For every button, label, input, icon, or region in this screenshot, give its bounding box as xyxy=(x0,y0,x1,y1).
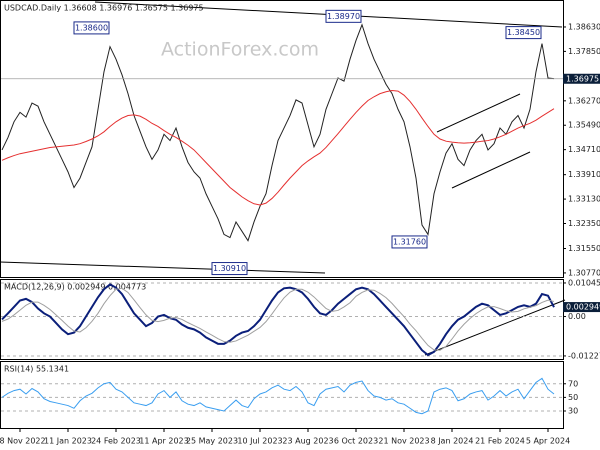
series-line xyxy=(1,23,555,242)
x-tick-label: 21 Feb 2024 xyxy=(475,437,525,446)
price-annotation: 1.30910 xyxy=(213,264,246,273)
x-tick-label: 25 May 2023 xyxy=(186,437,238,446)
x-tick-label: 8 Jan 2024 xyxy=(431,437,474,446)
x-tick-label: 24 Feb 2023 xyxy=(91,437,141,446)
price-annotation-box xyxy=(211,262,248,276)
series-line xyxy=(1,287,555,351)
x-tick-label: 23 Aug 2023 xyxy=(282,437,333,446)
y-tick-label: 1.30770 xyxy=(568,268,600,277)
price-annotation: 1.38970 xyxy=(327,12,360,21)
x-tick-label: 21 Nov 2023 xyxy=(378,437,429,446)
price-annotation-box xyxy=(325,9,362,23)
price-annotation-box xyxy=(73,21,110,35)
price-panel xyxy=(0,0,564,278)
y-tick-label: 1.38630 xyxy=(568,22,600,31)
macd-title: MACD(12,26,9) 0.002949 0.004773 xyxy=(4,283,146,292)
y-tick-label: 1.33130 xyxy=(568,195,600,204)
y-tick-label: 0.00 xyxy=(568,312,586,321)
rsi-title: RSI(14) 55.1341 xyxy=(4,365,69,374)
y-tick-label: 1.34710 xyxy=(568,145,600,154)
macd-trend-line xyxy=(424,299,566,356)
x-tick-label: 6 Oct 2023 xyxy=(334,437,378,446)
watermark: ActionForex.com xyxy=(161,39,319,61)
y-tick-label: -0.012276 xyxy=(568,351,600,360)
series-line xyxy=(1,377,555,415)
current-value-label: 1.36975 xyxy=(566,74,599,83)
y-tick-label: 1.32350 xyxy=(568,219,600,228)
price-annotation: 1.38450 xyxy=(507,28,540,37)
current-value-tag xyxy=(563,302,600,313)
series-line xyxy=(1,283,555,357)
x-tick-label: 10 Jul 2023 xyxy=(237,437,282,446)
x-tick-label: 11 Apr 2023 xyxy=(139,437,188,446)
y-tick-label: 1.37850 xyxy=(568,47,600,56)
y-tick-label: 1.33910 xyxy=(568,170,600,179)
macd-panel xyxy=(0,279,564,360)
x-tick-label: 5 Apr 2024 xyxy=(526,437,570,446)
y-tick-label: 1.31550 xyxy=(568,244,600,253)
x-tick-label: 28 Nov 2022 xyxy=(0,437,46,446)
y-tick-label: 0.010457 xyxy=(568,278,600,287)
price-annotation-box xyxy=(505,26,542,40)
series-line xyxy=(1,89,555,206)
price-annotation: 1.38600 xyxy=(75,23,108,32)
channel-line xyxy=(436,93,521,133)
y-tick-label: 50 xyxy=(568,393,578,402)
x-tick-label: 11 Jan 2023 xyxy=(44,437,92,446)
price-title: USDCAD.Daily 1.36608 1.36976 1.36575 1.3… xyxy=(4,4,204,13)
y-tick-label: 30 xyxy=(568,406,578,415)
channel-line xyxy=(451,151,531,189)
current-value-label: 0.002949 xyxy=(566,303,600,312)
y-tick-label: 1.35490 xyxy=(568,121,600,130)
rsi-panel xyxy=(0,361,564,429)
y-tick-label: 70 xyxy=(568,379,578,388)
price-annotation: 1.31760 xyxy=(393,237,426,246)
current-value-tag xyxy=(563,73,600,84)
trend-line xyxy=(0,261,326,274)
y-tick-label: 1.36270 xyxy=(568,96,600,105)
price-annotation-box xyxy=(391,235,428,249)
